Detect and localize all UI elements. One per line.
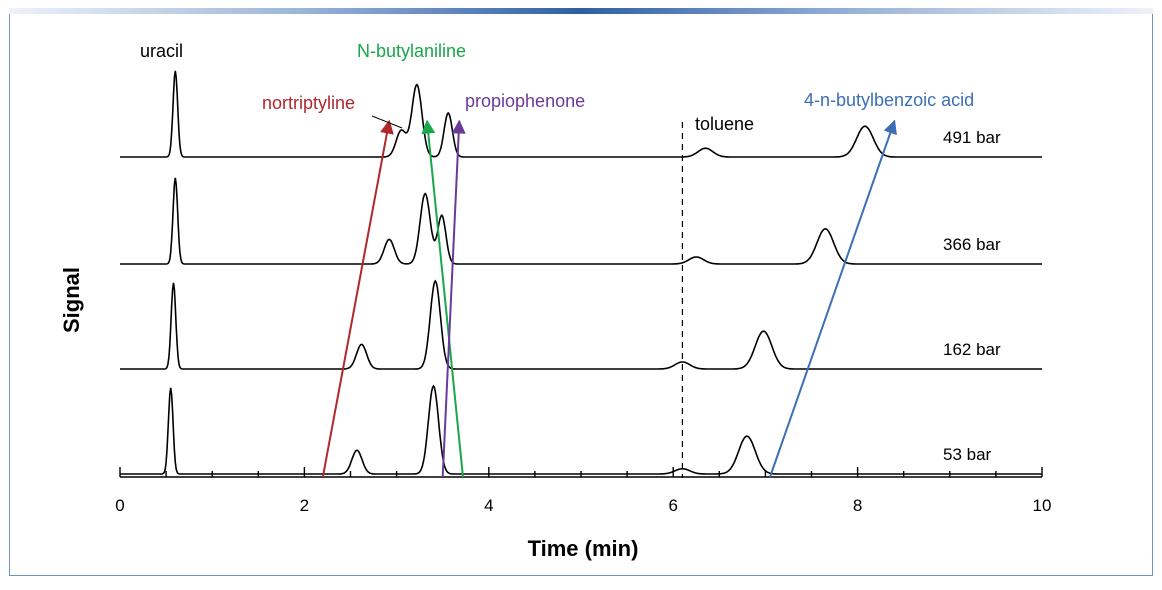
x-tick-label: 0 <box>115 496 124 515</box>
trace-pressure-label: 53 bar <box>943 445 992 464</box>
compound-label: nortriptyline <box>262 93 355 113</box>
x-tick-label: 2 <box>300 496 309 515</box>
peak-shift-arrow <box>769 119 897 478</box>
y-axis-label: Signal <box>59 267 84 333</box>
label-layer: uracil N-butylaniline nortriptyline propiop… <box>140 41 974 134</box>
compound-label: propiophenone <box>465 91 585 111</box>
x-tick-label: 4 <box>484 496 493 515</box>
trace-line <box>120 177 1042 265</box>
trace-pressure-label: 366 bar <box>943 235 1001 254</box>
top-accent-bar <box>9 8 1153 14</box>
compound-label: toluene <box>695 114 754 134</box>
x-tick-label: 6 <box>668 496 677 515</box>
figure-frame <box>9 8 1153 576</box>
trace-pressure-label: 491 bar <box>943 128 1001 147</box>
peak-shift-arrow <box>421 119 464 478</box>
compound-label: uracil <box>140 41 183 61</box>
trace-line <box>120 70 1042 158</box>
trace-pressure-label: 162 bar <box>943 340 1001 359</box>
compound-label: N-butylaniline <box>357 41 466 61</box>
x-tick-label: 10 <box>1033 496 1052 515</box>
peak-shift-arrow <box>441 119 466 478</box>
nortriptyline-leader-line <box>371 115 403 129</box>
arrow-layer <box>321 119 897 478</box>
trace-line <box>120 384 1042 475</box>
peak-shift-arrow <box>321 119 394 478</box>
x-tick-label: 8 <box>853 496 862 515</box>
trace-line <box>120 279 1042 370</box>
trace-layer: 491 bar 366 bar 162 bar 53 bar <box>120 70 1042 478</box>
x-axis-label: Time (min) <box>528 536 639 561</box>
compound-label: 4-n-butylbenzoic acid <box>804 90 974 110</box>
x-axis: 0 2 4 6 8 10 <box>115 467 1051 515</box>
